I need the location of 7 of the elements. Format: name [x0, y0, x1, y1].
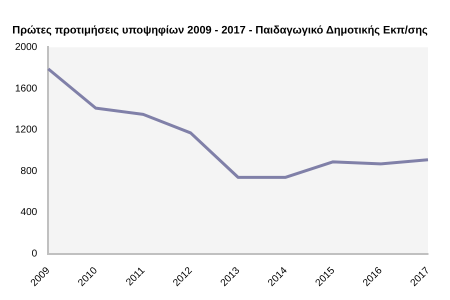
- y-tick-label: 1600: [14, 83, 38, 94]
- y-tick-label: 400: [20, 207, 38, 218]
- y-tick-label: 800: [20, 166, 38, 177]
- y-tick-label: 2000: [14, 42, 38, 53]
- chart-title: Πρώτες προτιμήσεις υποψηφίων 2009 - 2017 - Παιδαγωγικό Δημοτικής Εκπ/σης: [12, 24, 428, 37]
- y-tick-label: 0: [32, 248, 38, 260]
- y-tick-label: 1200: [14, 124, 38, 136]
